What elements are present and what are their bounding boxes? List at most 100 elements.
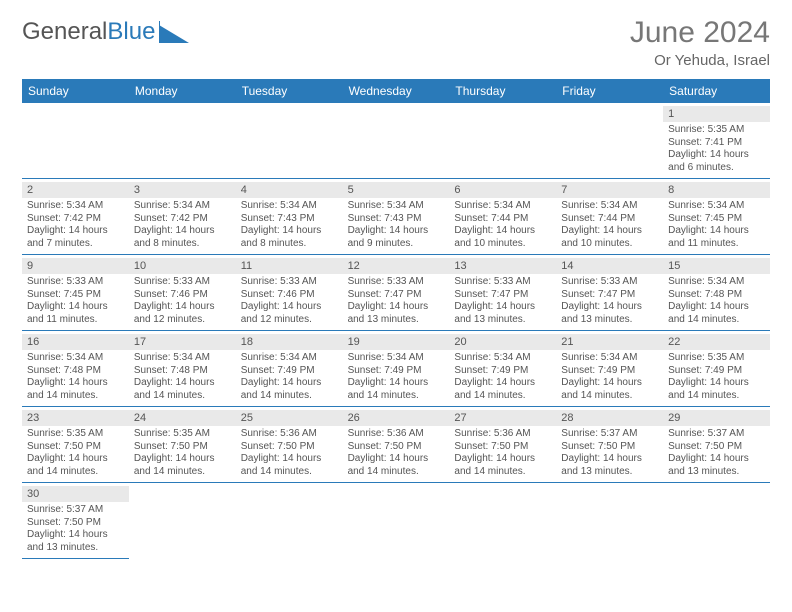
day-number: 9	[22, 258, 129, 274]
day-detail: and 14 minutes.	[668, 314, 765, 327]
day-detail: Daylight: 14 hours	[134, 453, 231, 466]
weekday-header: SundayMondayTuesdayWednesdayThursdayFrid…	[22, 79, 770, 103]
empty-cell	[556, 103, 663, 179]
day-cell: 4Sunrise: 5:34 AMSunset: 7:43 PMDaylight…	[236, 179, 343, 255]
day-cell: 22Sunrise: 5:35 AMSunset: 7:49 PMDayligh…	[663, 331, 770, 407]
header: GeneralBlue June 2024 Or Yehuda, Israel	[22, 18, 770, 69]
day-detail: Sunrise: 5:34 AM	[561, 352, 658, 365]
day-cell: 3Sunrise: 5:34 AMSunset: 7:42 PMDaylight…	[129, 179, 236, 255]
day-detail: Sunrise: 5:34 AM	[27, 352, 124, 365]
empty-cell	[449, 483, 556, 559]
day-detail: Sunrise: 5:34 AM	[668, 276, 765, 289]
day-detail: Sunset: 7:49 PM	[454, 365, 551, 378]
day-detail: Daylight: 14 hours	[668, 453, 765, 466]
day-number: 26	[343, 410, 450, 426]
day-detail: Sunset: 7:43 PM	[348, 213, 445, 226]
weekday-label: Tuesday	[236, 79, 343, 103]
day-detail: and 13 minutes.	[561, 466, 658, 479]
day-cell: 9Sunrise: 5:33 AMSunset: 7:45 PMDaylight…	[22, 255, 129, 331]
day-detail: Sunset: 7:50 PM	[27, 517, 124, 530]
day-detail: Sunrise: 5:33 AM	[241, 276, 338, 289]
day-detail: Sunrise: 5:36 AM	[454, 428, 551, 441]
day-detail: Sunset: 7:45 PM	[27, 289, 124, 302]
weekday-label: Sunday	[22, 79, 129, 103]
day-detail: Sunset: 7:49 PM	[348, 365, 445, 378]
day-number: 23	[22, 410, 129, 426]
day-detail: Sunrise: 5:36 AM	[348, 428, 445, 441]
day-detail: Daylight: 14 hours	[454, 453, 551, 466]
day-number: 7	[556, 182, 663, 198]
day-number: 15	[663, 258, 770, 274]
day-cell: 10Sunrise: 5:33 AMSunset: 7:46 PMDayligh…	[129, 255, 236, 331]
day-detail: and 9 minutes.	[348, 238, 445, 251]
day-cell: 6Sunrise: 5:34 AMSunset: 7:44 PMDaylight…	[449, 179, 556, 255]
day-detail: and 13 minutes.	[668, 466, 765, 479]
day-detail: Daylight: 14 hours	[348, 225, 445, 238]
day-detail: Sunset: 7:41 PM	[668, 137, 765, 150]
day-detail: Daylight: 14 hours	[27, 301, 124, 314]
day-cell: 17Sunrise: 5:34 AMSunset: 7:48 PMDayligh…	[129, 331, 236, 407]
day-detail: Daylight: 14 hours	[454, 377, 551, 390]
day-number: 21	[556, 334, 663, 350]
day-number: 30	[22, 486, 129, 502]
day-detail: and 14 minutes.	[454, 390, 551, 403]
day-detail: Sunrise: 5:35 AM	[134, 428, 231, 441]
day-detail: and 14 minutes.	[241, 390, 338, 403]
day-detail: Sunrise: 5:35 AM	[668, 352, 765, 365]
day-cell: 7Sunrise: 5:34 AMSunset: 7:44 PMDaylight…	[556, 179, 663, 255]
day-detail: and 13 minutes.	[27, 542, 124, 555]
day-detail: Sunrise: 5:34 AM	[241, 352, 338, 365]
day-detail: Sunset: 7:50 PM	[134, 441, 231, 454]
day-number: 24	[129, 410, 236, 426]
day-detail: Sunset: 7:46 PM	[241, 289, 338, 302]
day-detail: Sunset: 7:45 PM	[668, 213, 765, 226]
day-cell: 27Sunrise: 5:36 AMSunset: 7:50 PMDayligh…	[449, 407, 556, 483]
day-detail: Sunrise: 5:36 AM	[241, 428, 338, 441]
day-cell: 20Sunrise: 5:34 AMSunset: 7:49 PMDayligh…	[449, 331, 556, 407]
day-number: 11	[236, 258, 343, 274]
day-detail: Sunset: 7:42 PM	[27, 213, 124, 226]
day-detail: and 14 minutes.	[454, 466, 551, 479]
day-number: 28	[556, 410, 663, 426]
day-cell: 28Sunrise: 5:37 AMSunset: 7:50 PMDayligh…	[556, 407, 663, 483]
day-detail: and 14 minutes.	[668, 390, 765, 403]
day-detail: Sunrise: 5:34 AM	[27, 200, 124, 213]
day-detail: Daylight: 14 hours	[668, 301, 765, 314]
day-detail: Daylight: 14 hours	[348, 301, 445, 314]
location-label: Or Yehuda, Israel	[630, 52, 770, 69]
day-detail: Sunset: 7:50 PM	[668, 441, 765, 454]
day-detail: and 14 minutes.	[134, 390, 231, 403]
day-detail: Sunset: 7:48 PM	[134, 365, 231, 378]
day-detail: Daylight: 14 hours	[27, 453, 124, 466]
empty-cell	[129, 483, 236, 559]
day-detail: and 14 minutes.	[348, 466, 445, 479]
day-detail: Daylight: 14 hours	[348, 377, 445, 390]
day-detail: and 14 minutes.	[134, 466, 231, 479]
day-number: 27	[449, 410, 556, 426]
brand-text-part1: General	[22, 18, 107, 45]
day-detail: and 13 minutes.	[561, 314, 658, 327]
day-cell: 25Sunrise: 5:36 AMSunset: 7:50 PMDayligh…	[236, 407, 343, 483]
day-detail: Sunrise: 5:34 AM	[561, 200, 658, 213]
day-number: 25	[236, 410, 343, 426]
day-detail: and 10 minutes.	[454, 238, 551, 251]
day-cell: 2Sunrise: 5:34 AMSunset: 7:42 PMDaylight…	[22, 179, 129, 255]
day-detail: and 7 minutes.	[27, 238, 124, 251]
day-number: 8	[663, 182, 770, 198]
day-number: 16	[22, 334, 129, 350]
day-detail: Sunset: 7:50 PM	[27, 441, 124, 454]
day-number: 13	[449, 258, 556, 274]
day-detail: Sunrise: 5:34 AM	[348, 352, 445, 365]
day-number: 3	[129, 182, 236, 198]
flag-icon	[159, 21, 189, 43]
empty-cell	[343, 103, 450, 179]
day-detail: and 8 minutes.	[241, 238, 338, 251]
day-detail: Sunset: 7:44 PM	[454, 213, 551, 226]
empty-cell	[343, 483, 450, 559]
day-detail: Daylight: 14 hours	[134, 225, 231, 238]
day-detail: and 10 minutes.	[561, 238, 658, 251]
day-detail: and 8 minutes.	[134, 238, 231, 251]
empty-cell	[663, 483, 770, 559]
day-number: 1	[663, 106, 770, 122]
day-detail: and 14 minutes.	[241, 466, 338, 479]
